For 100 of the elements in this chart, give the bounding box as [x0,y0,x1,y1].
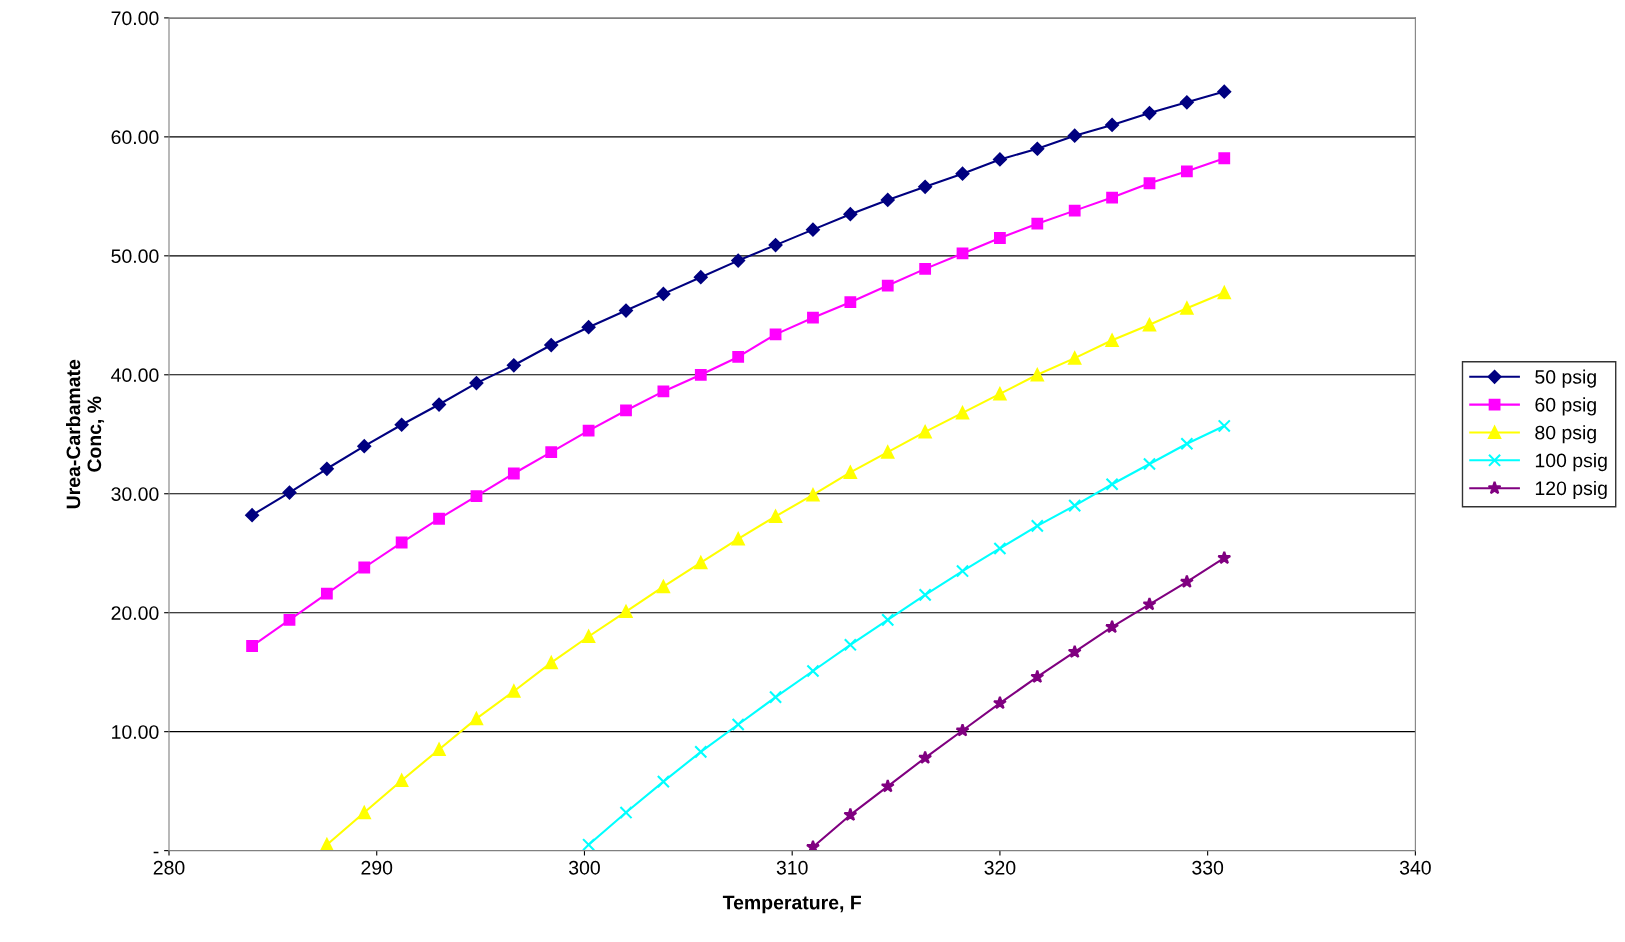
point [544,338,559,352]
point [469,376,484,391]
point [880,779,895,793]
point [506,358,521,373]
point [357,439,372,454]
point [768,238,783,253]
point [993,541,1007,556]
point [358,561,371,574]
y-tick-label: 40.00 [111,368,159,383]
point [1142,597,1157,611]
point [1068,204,1081,217]
point [582,629,596,644]
x-tick-label: 330 [1192,860,1224,875]
point [918,425,932,439]
point [768,690,783,704]
point [357,805,371,820]
legend-label: 60 psig [1535,397,1596,416]
x-tick-label: 340 [1399,860,1431,875]
point [918,179,933,194]
x-axis-title: Temperature, F [722,895,861,914]
point [395,773,409,788]
point [1180,301,1194,315]
point [470,490,483,503]
point [731,717,745,732]
point [880,192,895,207]
y-tick-label: 50.00 [111,249,159,264]
point [1105,619,1120,634]
point [507,684,521,698]
point [1067,128,1082,143]
legend-label: 120 psig [1535,480,1607,500]
point [768,509,783,523]
point [433,512,445,525]
point [320,587,333,600]
point [1105,477,1119,491]
point [619,805,633,820]
point [955,406,970,420]
point [507,467,520,480]
y-tick-label: 70.00 [111,11,159,26]
x-tick-label: 320 [984,860,1016,875]
point [544,656,558,670]
point [469,711,484,726]
point [283,613,296,626]
point [282,485,297,500]
point [843,638,857,652]
x-tick-label: 290 [361,860,393,875]
point [843,465,857,479]
point [432,742,446,757]
point [881,613,895,627]
point [656,286,671,301]
point [1180,437,1194,451]
point [806,664,820,678]
x-tick-label: 300 [568,860,600,875]
point [620,404,632,417]
point [993,387,1007,401]
legend-label: 80 psig [1535,425,1596,444]
point [994,232,1006,244]
point [1031,217,1044,230]
point [731,253,746,268]
point [1105,118,1120,132]
point [657,385,670,398]
point [1105,333,1119,347]
point [319,461,334,476]
point [918,750,933,764]
point [1142,457,1157,471]
point [320,838,334,851]
point [582,424,595,437]
point [881,279,894,292]
point [1030,519,1044,533]
point [1142,106,1157,120]
y-axis-title: Urea-Carbamate Conc, % [66,359,105,509]
point [1068,351,1082,365]
point [1030,141,1045,156]
point [955,723,970,737]
point [843,207,858,222]
point [581,320,596,335]
point [918,588,932,602]
point [843,807,858,822]
point [1180,165,1193,178]
point [432,397,446,412]
point [992,695,1007,710]
point [806,222,820,237]
point [731,532,745,546]
point [1217,84,1232,99]
point [619,604,633,619]
y-tick-label: 30.00 [111,487,159,501]
point [693,270,708,285]
point [806,488,820,502]
point [619,303,633,318]
point [805,839,820,851]
point [955,166,970,181]
point [1067,644,1082,659]
point [807,311,819,324]
point [582,838,596,851]
point [1143,177,1156,190]
point [881,445,895,459]
x-tick-label: 280 [153,860,185,875]
point [246,640,258,652]
point [694,745,708,759]
point [1217,550,1232,565]
legend-label: 100 psig [1535,453,1607,472]
